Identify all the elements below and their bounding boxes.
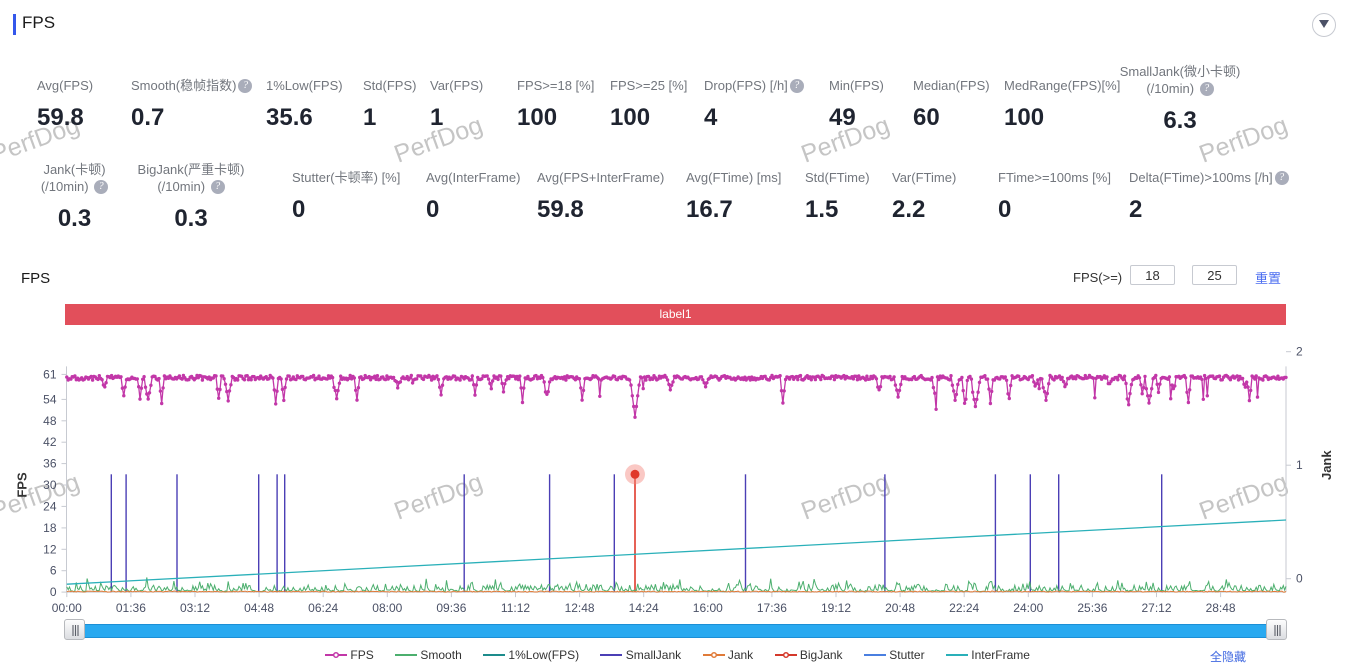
svg-text:FPS: FPS [15,472,30,498]
svg-text:22:24: 22:24 [949,601,979,615]
svg-text:54: 54 [43,392,57,406]
svg-text:09:36: 09:36 [436,601,466,615]
svg-text:04:48: 04:48 [244,601,274,615]
svg-text:24:00: 24:00 [1013,601,1043,615]
svg-text:12:48: 12:48 [565,601,595,615]
svg-text:27:12: 27:12 [1141,601,1171,615]
svg-text:24: 24 [43,499,57,513]
svg-text:18: 18 [43,521,57,535]
svg-text:2: 2 [1296,345,1303,359]
svg-text:16:00: 16:00 [693,601,723,615]
svg-text:19:12: 19:12 [821,601,851,615]
svg-text:17:36: 17:36 [757,601,787,615]
svg-text:Jank: Jank [1319,450,1334,480]
svg-text:1: 1 [1296,458,1303,472]
svg-text:20:48: 20:48 [885,601,915,615]
svg-text:42: 42 [43,435,57,449]
svg-text:08:00: 08:00 [372,601,402,615]
svg-text:0: 0 [1296,572,1303,586]
svg-text:01:36: 01:36 [116,601,146,615]
svg-text:03:12: 03:12 [180,601,210,615]
svg-text:0: 0 [50,585,57,599]
svg-text:36: 36 [43,457,57,471]
svg-text:00:00: 00:00 [52,601,82,615]
svg-text:30: 30 [43,478,57,492]
svg-text:6: 6 [50,564,57,578]
svg-text:06:24: 06:24 [308,601,338,615]
svg-text:11:12: 11:12 [501,601,530,615]
svg-text:12: 12 [43,542,57,556]
svg-text:48: 48 [43,414,57,428]
svg-text:25:36: 25:36 [1077,601,1107,615]
svg-text:28:48: 28:48 [1206,601,1236,615]
svg-text:14:24: 14:24 [629,601,659,615]
svg-text:61: 61 [43,367,57,381]
